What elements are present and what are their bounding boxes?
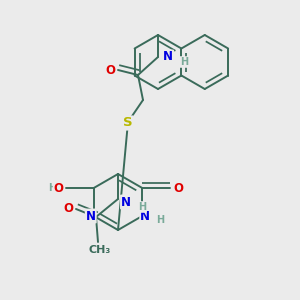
Text: N: N <box>163 50 173 64</box>
Text: O: O <box>173 182 183 194</box>
Text: H: H <box>156 215 164 225</box>
Text: N: N <box>140 209 150 223</box>
Text: O: O <box>63 202 73 215</box>
Text: CH₃: CH₃ <box>89 245 111 255</box>
Text: N: N <box>121 196 131 208</box>
Text: H: H <box>180 57 188 67</box>
Text: H: H <box>48 183 56 193</box>
Text: H: H <box>138 202 146 212</box>
Text: O: O <box>105 64 115 76</box>
Text: N: N <box>86 209 96 223</box>
Text: S: S <box>123 116 133 130</box>
Text: O: O <box>54 182 64 194</box>
